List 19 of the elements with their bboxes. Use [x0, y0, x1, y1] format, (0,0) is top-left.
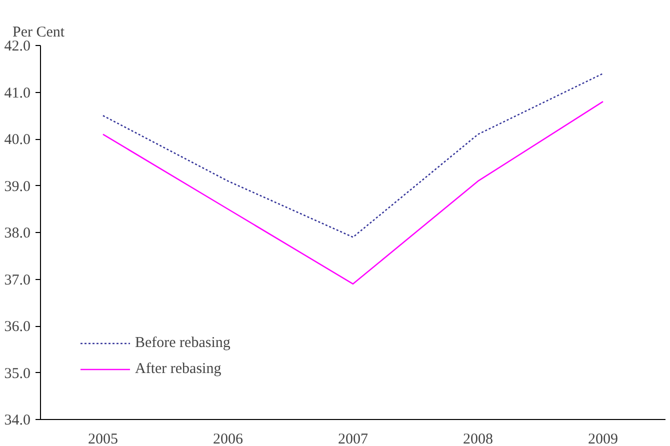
y-tick-label: 40.0	[4, 132, 30, 148]
y-tick-label: 42.0	[4, 38, 30, 54]
x-tick-label: 2009	[588, 432, 618, 446]
y-tick-label: 39.0	[4, 178, 30, 195]
legend-label: After rebasing	[135, 360, 222, 378]
x-tick-label: 2007	[338, 432, 368, 446]
y-tick-label: 38.0	[4, 226, 30, 242]
x-tick-label: 2005	[88, 432, 118, 446]
y-axis-title: Per Cent	[12, 24, 66, 40]
y-tick-label: 36.0	[4, 319, 30, 335]
x-tick-label: 2006	[213, 432, 244, 446]
line-series	[102, 100, 604, 285]
y-tick-label: 41.0	[4, 85, 30, 102]
y-tick-label: 37.0	[4, 272, 30, 288]
y-tick-label: 35.0	[4, 366, 30, 382]
legend-label: Before rebasing	[135, 334, 230, 352]
line-series	[102, 72, 604, 238]
y-tick-label: 34.0	[4, 412, 30, 428]
x-tick-label: 2008	[463, 432, 493, 446]
